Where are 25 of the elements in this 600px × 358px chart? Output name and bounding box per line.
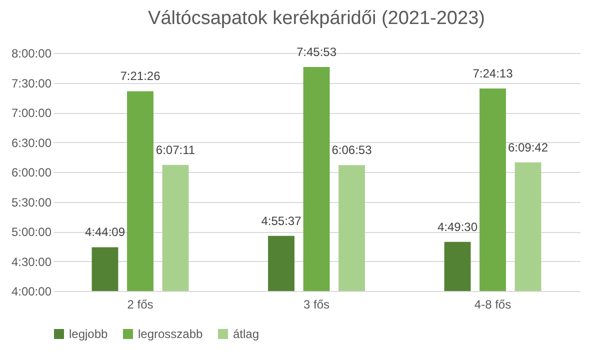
data-label: 4:44:09	[84, 225, 126, 240]
y-tick-label: 8:00:00	[11, 46, 52, 60]
legend-label: átlag	[233, 327, 260, 341]
legend-label: legrosszabb	[138, 327, 204, 341]
data-label: 4:49:30	[437, 220, 478, 234]
data-label: 7:21:26	[120, 69, 161, 84]
y-tick-label: 6:30:00	[11, 136, 52, 150]
y-tick-label: 7:30:00	[11, 76, 52, 90]
data-label: 6:09:42	[508, 140, 548, 154]
data-label: 6:07:11	[156, 142, 196, 157]
x-tick-label: 4-8 fős	[474, 298, 512, 312]
y-tick-label: 6:00:00	[11, 166, 52, 180]
data-label: 6:06:53	[332, 143, 372, 158]
x-tick-label: 3 fős	[303, 298, 330, 312]
y-tick-label: 4:00:00	[11, 284, 52, 298]
legend-label: legjobb	[69, 327, 108, 341]
y-tick-label: 4:30:00	[11, 254, 52, 269]
data-label: 7:24:13	[472, 66, 514, 80]
data-label: 4:55:37	[261, 214, 302, 228]
y-tick-label: 5:00:00	[11, 225, 52, 239]
data-label: 7:45:53	[296, 45, 337, 59]
y-tick-label: 5:30:00	[11, 195, 52, 210]
y-tick-label: 7:00:00	[11, 106, 52, 120]
x-tick-label: 2 fős	[127, 298, 154, 312]
chart-title: Váltócsapatok kerékpáridői (2021-2023)	[148, 8, 485, 29]
